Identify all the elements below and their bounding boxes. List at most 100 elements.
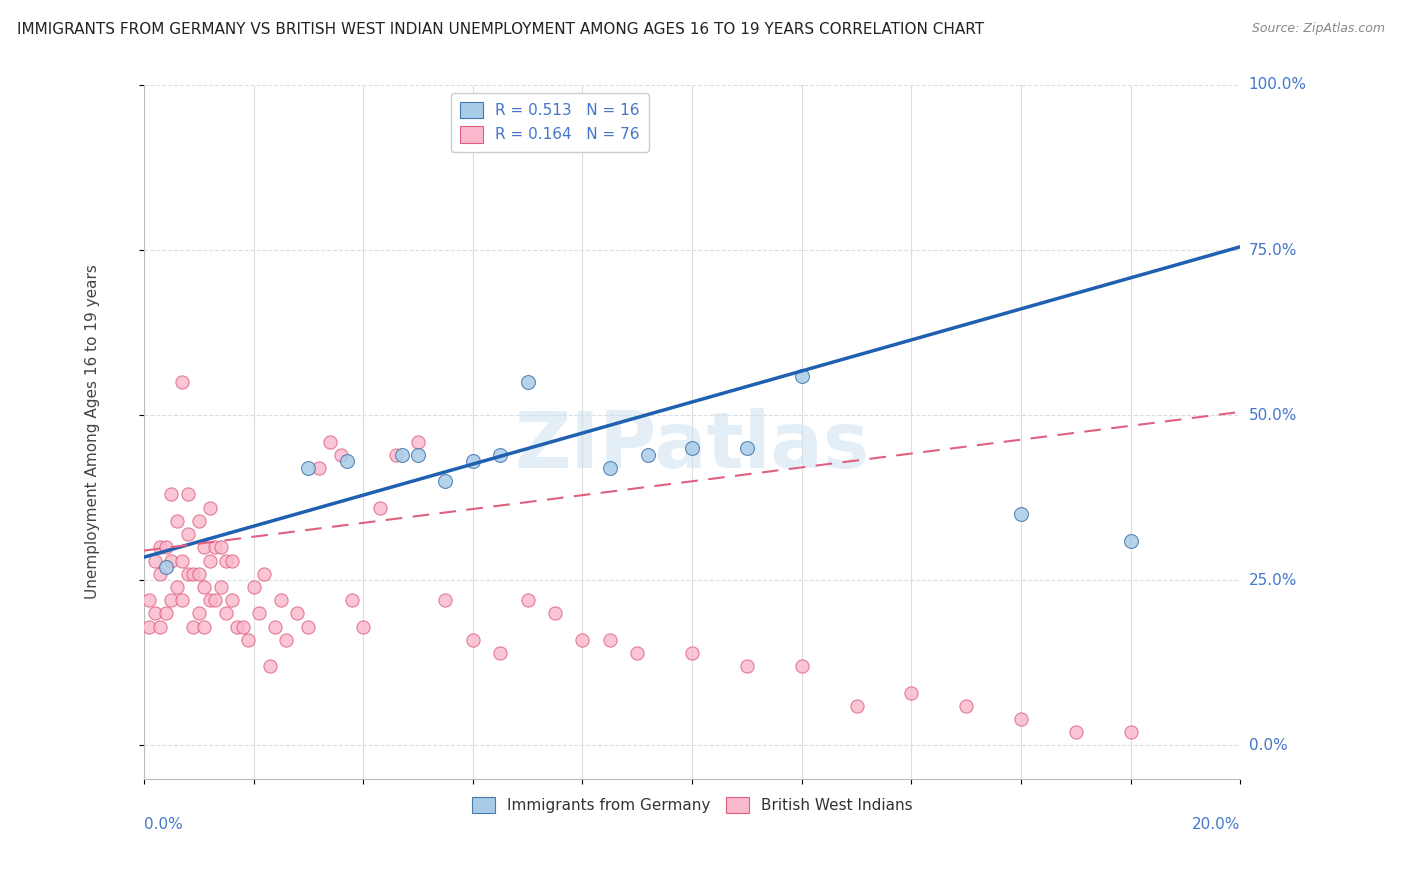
Point [155, 560, 177, 574]
Point [149, 566, 172, 581]
Point [287, 607, 309, 621]
Point [143, 607, 166, 621]
Text: 100.0%: 100.0% [1249, 78, 1306, 93]
Text: ZIPatlas: ZIPatlas [515, 408, 869, 483]
Text: 25.0%: 25.0% [1249, 573, 1296, 588]
Point [204, 593, 226, 607]
Point [187, 607, 209, 621]
Point [172, 375, 194, 389]
Point [790, 659, 813, 673]
Point [138, 619, 160, 633]
Point [406, 434, 429, 449]
Point [790, 368, 813, 383]
Point [149, 541, 172, 555]
Point [681, 646, 703, 660]
Point [319, 434, 342, 449]
Point [461, 454, 484, 468]
Point [571, 632, 593, 647]
Point [198, 500, 221, 515]
Point [166, 580, 188, 594]
Text: 20.0%: 20.0% [1192, 817, 1240, 832]
Point [177, 527, 200, 541]
Point [342, 593, 364, 607]
Point [845, 698, 868, 713]
Point [155, 607, 177, 621]
Point [209, 541, 232, 555]
Point [160, 487, 183, 501]
Point [221, 553, 243, 567]
Point [385, 448, 408, 462]
Point [264, 619, 287, 633]
Point [221, 593, 243, 607]
Point [516, 375, 538, 389]
Point [434, 593, 457, 607]
Y-axis label: Unemployment Among Ages 16 to 19 years: Unemployment Among Ages 16 to 19 years [84, 264, 100, 599]
Point [181, 619, 204, 633]
Point [1119, 533, 1142, 548]
Point [177, 566, 200, 581]
Point [308, 461, 330, 475]
Text: 0.0%: 0.0% [1249, 738, 1288, 753]
Point [391, 448, 413, 462]
Point [215, 607, 238, 621]
Point [368, 500, 391, 515]
Point [352, 619, 374, 633]
Legend: Immigrants from Germany, British West Indians: Immigrants from Germany, British West In… [465, 790, 918, 820]
Point [681, 442, 703, 456]
Point [1010, 508, 1032, 522]
Point [155, 541, 177, 555]
Point [544, 607, 567, 621]
Point [461, 632, 484, 647]
Point [336, 454, 359, 468]
Point [187, 514, 209, 528]
Point [160, 593, 183, 607]
Point [599, 461, 621, 475]
Point [193, 619, 215, 633]
Point [166, 514, 188, 528]
Point [297, 619, 319, 633]
Point [226, 619, 249, 633]
Point [143, 553, 166, 567]
Point [215, 553, 238, 567]
Point [297, 461, 319, 475]
Point [193, 541, 215, 555]
Point [1119, 725, 1142, 739]
Point [247, 607, 270, 621]
Point [198, 553, 221, 567]
Point [270, 593, 292, 607]
Point [1010, 712, 1032, 726]
Point [599, 632, 621, 647]
Point [172, 593, 194, 607]
Point [516, 593, 538, 607]
Point [204, 541, 226, 555]
Point [181, 566, 204, 581]
Point [177, 487, 200, 501]
Point [160, 553, 183, 567]
Point [1064, 725, 1087, 739]
Point [489, 448, 512, 462]
Point [276, 632, 298, 647]
Point [406, 448, 429, 462]
Point [236, 632, 259, 647]
Point [187, 566, 209, 581]
Text: Source: ZipAtlas.com: Source: ZipAtlas.com [1251, 22, 1385, 36]
Point [637, 448, 659, 462]
Point [955, 698, 977, 713]
Text: 50.0%: 50.0% [1249, 408, 1296, 423]
Point [330, 448, 353, 462]
Point [193, 580, 215, 594]
Point [198, 593, 221, 607]
Point [259, 659, 281, 673]
Point [434, 475, 457, 489]
Point [172, 553, 194, 567]
Point [138, 593, 160, 607]
Text: 75.0%: 75.0% [1249, 243, 1296, 258]
Point [735, 442, 758, 456]
Point [735, 659, 758, 673]
Point [900, 686, 922, 700]
Point [489, 646, 512, 660]
Text: 0.0%: 0.0% [143, 817, 183, 832]
Text: IMMIGRANTS FROM GERMANY VS BRITISH WEST INDIAN UNEMPLOYMENT AMONG AGES 16 TO 19 : IMMIGRANTS FROM GERMANY VS BRITISH WEST … [17, 22, 984, 37]
Point [232, 619, 254, 633]
Point [242, 580, 264, 594]
